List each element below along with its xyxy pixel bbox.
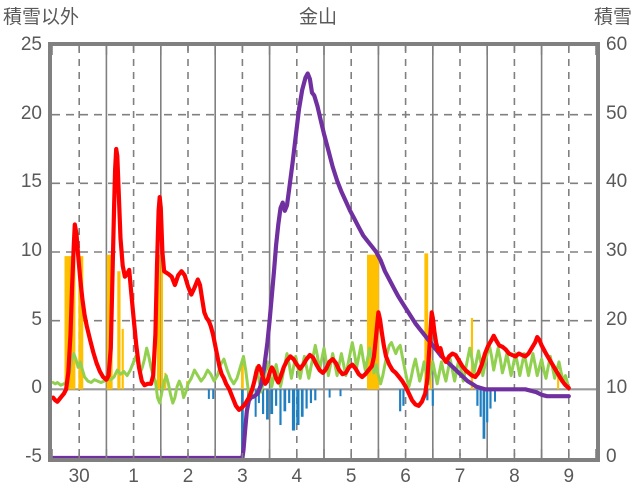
chart-canvas	[52, 46, 596, 458]
bar	[426, 389, 429, 401]
bar	[328, 389, 331, 398]
bar	[300, 389, 304, 417]
bar	[121, 328, 124, 390]
x-axis-tick: 7	[454, 466, 466, 487]
bar	[156, 254, 161, 390]
x-axis-tick: 1	[128, 466, 139, 487]
bar	[424, 253, 429, 390]
bar	[207, 389, 210, 399]
bar	[399, 389, 402, 412]
x-axis-tick: 8	[509, 466, 520, 487]
bar	[261, 389, 265, 415]
bar	[494, 389, 496, 402]
bar	[266, 389, 269, 420]
bar	[270, 389, 274, 415]
x-axis-tick: 4	[291, 466, 303, 487]
x-axis-tick: 3	[237, 466, 248, 487]
right-axis-title: 積雪	[593, 7, 632, 28]
left-axis-tick: 10	[20, 240, 42, 261]
x-axis-tick: 9	[563, 466, 575, 487]
left-axis-tick: 25	[20, 34, 42, 55]
right-axis-tick: 40	[606, 171, 628, 193]
bar	[296, 389, 300, 426]
left-axis-tick: 0	[31, 377, 42, 399]
temperature-line	[52, 146, 571, 412]
bar	[402, 389, 405, 406]
right-axis-tick: 0	[606, 446, 617, 467]
x-axis-tick: 30	[68, 466, 90, 487]
right-axis-tick: 30	[606, 240, 628, 261]
bar	[314, 389, 317, 401]
bar	[117, 271, 121, 390]
plot-inner	[52, 46, 596, 458]
right-axis-tick: 60	[606, 34, 628, 55]
x-axis-tick: 5	[345, 466, 357, 487]
bar	[309, 389, 313, 404]
bar	[305, 389, 308, 409]
series-bars	[207, 389, 496, 453]
left-axis-tick: 15	[20, 171, 42, 193]
x-axis-tick: 6	[400, 466, 411, 487]
snow-depth-line	[52, 71, 571, 458]
plot-area	[48, 42, 600, 462]
right-axis-tick: 50	[606, 102, 628, 124]
bar	[482, 389, 486, 439]
bar	[489, 389, 492, 409]
bar	[212, 389, 215, 399]
left-axis-tick: -5	[25, 446, 42, 467]
bar	[257, 389, 260, 404]
x-axis-tick: 2	[182, 466, 194, 487]
chart-title: 金山	[298, 7, 337, 28]
left-axis-title: 積雪以外	[3, 7, 80, 28]
bar	[283, 389, 287, 412]
bar	[275, 389, 278, 406]
bar	[339, 389, 342, 397]
bar	[279, 389, 282, 426]
left-axis-tick: 5	[31, 308, 42, 330]
bar	[254, 389, 257, 417]
bar	[160, 254, 163, 390]
bar	[241, 389, 244, 453]
bar	[291, 389, 296, 431]
left-axis-tick: 20	[20, 102, 42, 124]
bar	[78, 256, 84, 390]
bar	[241, 364, 244, 390]
bar	[366, 254, 379, 390]
bar	[476, 389, 479, 406]
bar	[479, 389, 482, 417]
right-axis-tick: 10	[606, 377, 628, 399]
right-axis-tick: 20	[606, 308, 628, 330]
bar	[288, 389, 291, 404]
bar	[486, 389, 489, 423]
bar	[557, 372, 560, 390]
bar	[431, 389, 434, 406]
